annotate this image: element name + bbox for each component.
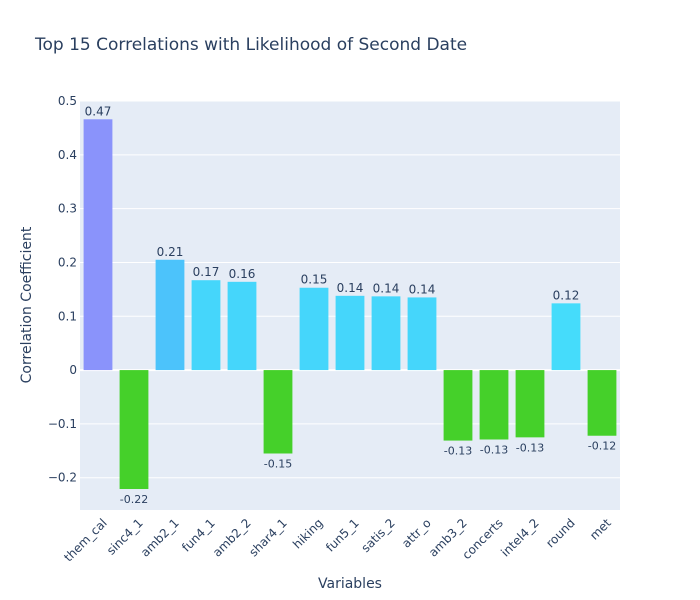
y-axis-title: Correlation Coefficient [19, 226, 35, 383]
bar [443, 370, 473, 441]
y-tick-label: 0.3 [58, 202, 77, 216]
data-label: 0.14 [373, 281, 400, 295]
data-label: -0.12 [588, 440, 616, 453]
x-axis-title: Variables [318, 576, 382, 592]
data-label: 0.15 [301, 273, 328, 287]
bar [299, 287, 329, 371]
bar [407, 297, 437, 371]
bar [587, 370, 617, 436]
y-tick-label: 0.5 [58, 94, 77, 108]
bar [515, 370, 545, 438]
data-label: -0.13 [480, 444, 508, 457]
data-label: 0.17 [193, 265, 220, 279]
data-labels: 0.47 -0.22 0.21 0.17 0.16 -0.15 0.15 0.14 0.14 0.… [85, 104, 617, 506]
y-tick-label: 0.2 [58, 255, 77, 269]
data-label: 0.16 [229, 267, 256, 281]
y-tick-label: 0.1 [58, 309, 77, 323]
bar [479, 370, 509, 440]
data-label: -0.13 [444, 445, 472, 458]
data-label: -0.22 [120, 493, 148, 506]
data-label: -0.13 [516, 441, 544, 454]
y-tick-label: −0.1 [48, 417, 77, 431]
bars [83, 119, 617, 490]
data-label: 0.12 [553, 288, 580, 302]
bar [119, 370, 149, 490]
bar [371, 296, 401, 371]
bar [551, 303, 581, 371]
bar [83, 119, 113, 371]
y-tick-label: −0.2 [48, 471, 77, 485]
chart-title: Top 15 Correlations with Likelihood of S… [34, 35, 467, 55]
data-label: 0.21 [157, 245, 184, 259]
y-tick-label: 0.4 [58, 148, 77, 162]
bar [263, 370, 293, 454]
bar [335, 295, 365, 371]
data-label: 0.14 [409, 282, 436, 296]
bar [227, 281, 257, 371]
bar [191, 280, 221, 371]
bar [155, 259, 185, 371]
data-label: 0.47 [85, 104, 112, 118]
data-label: 0.14 [337, 281, 364, 295]
y-tick-label: 0 [69, 363, 77, 377]
data-label: -0.15 [264, 457, 292, 470]
y-axis-ticks: −0.2 −0.1 0 0.1 0.2 0.3 0.4 0.5 [48, 94, 77, 485]
